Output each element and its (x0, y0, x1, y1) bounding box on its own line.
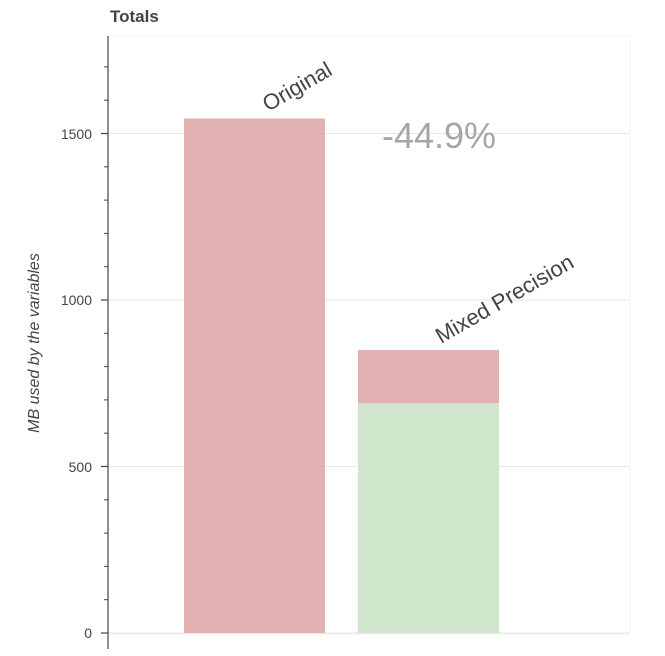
y-axis-label: MB used by the variables (26, 253, 43, 433)
y-tick-label-1000: 1000 (61, 292, 92, 308)
reduction-annotation: -44.9% (382, 115, 496, 156)
y-tick-label-1500: 1500 (61, 126, 92, 142)
bar-label-mixed-precision: Mixed Precision (431, 249, 578, 348)
bar-mixed-precision-segment-1 (358, 349, 499, 404)
bar-mixed-precision-segment-0 (358, 403, 499, 633)
bar-label-original: Original (258, 57, 336, 117)
y-tick-label-0: 0 (84, 625, 92, 641)
y-axis-minor-ticks (104, 66, 108, 601)
chart-title: Totals (110, 7, 159, 26)
y-axis-major-ticks (101, 132, 108, 634)
bar-original-segment-0 (184, 118, 325, 633)
bars (184, 118, 499, 633)
y-tick-label-500: 500 (69, 459, 93, 475)
